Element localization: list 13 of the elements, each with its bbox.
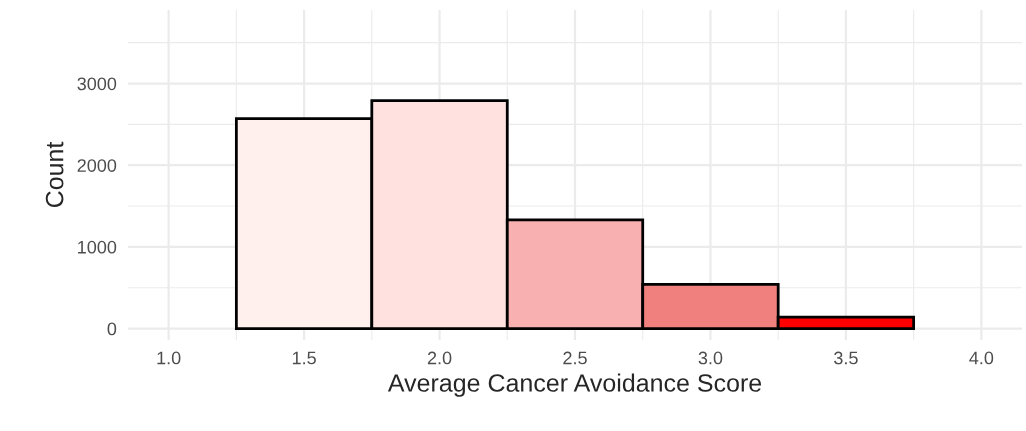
x-tick-label: 2.0 xyxy=(427,351,452,365)
x-tick-label: 4.0 xyxy=(969,351,994,365)
x-tick-label: 3.0 xyxy=(698,351,723,365)
y-tick-label: 3000 xyxy=(77,77,117,91)
y-tick-label: 2000 xyxy=(77,159,117,172)
y-axis-title: Count xyxy=(45,141,64,208)
x-tick-label: 1.5 xyxy=(292,351,316,365)
x-tick-label: 2.5 xyxy=(563,351,587,365)
y-tick-label: 0 xyxy=(107,322,117,336)
x-tick-label: 1.0 xyxy=(157,351,181,365)
x-axis-title: Average Cancer Avoidance Score xyxy=(387,373,762,397)
y-tick-label: 1000 xyxy=(78,240,117,254)
x-tick-label: 3.5 xyxy=(834,351,858,365)
